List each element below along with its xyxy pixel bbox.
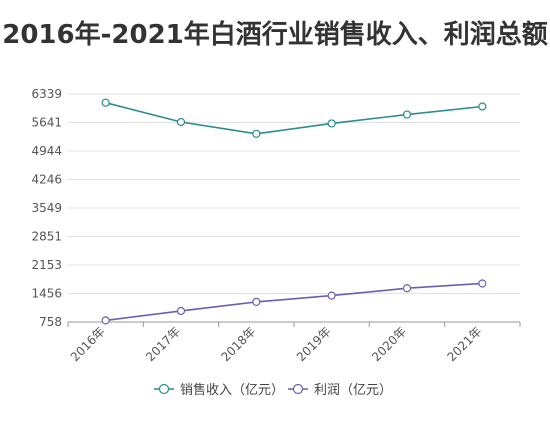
- data-point[interactable]: [402, 284, 412, 293]
- data-point[interactable]: [327, 119, 336, 128]
- x-tick-label: 2021年: [444, 324, 484, 364]
- x-tick-label: 2017年: [143, 324, 183, 364]
- data-point[interactable]: [478, 102, 487, 111]
- data-point[interactable]: [327, 291, 336, 300]
- y-tick-label: 1456: [31, 286, 62, 300]
- y-tick-label: 6339: [31, 87, 62, 101]
- series-line-1: [105, 282, 483, 322]
- chart-title: 2016年-2021年白酒行业销售收入、利润总额: [2, 20, 548, 50]
- legend-label[interactable]: 销售收入（亿元）: [180, 382, 284, 398]
- data-point[interactable]: [252, 297, 261, 307]
- y-tick-label: 2851: [31, 229, 62, 243]
- x-tick-label: 2020年: [369, 324, 409, 364]
- legend-marker[interactable]: [292, 383, 304, 395]
- x-tick-label: 2018年: [218, 324, 258, 364]
- y-tick-label: 3549: [31, 201, 62, 215]
- data-point[interactable]: [478, 279, 487, 288]
- x-tick-label: 2019年: [294, 324, 334, 364]
- legend: 销售收入（亿元） 利润（亿元）: [154, 382, 392, 398]
- x-tick-label: 2016年: [68, 324, 108, 364]
- series-lines: [101, 98, 487, 325]
- y-tick-label: 758: [39, 315, 62, 329]
- data-point[interactable]: [176, 306, 186, 316]
- y-tick-label: 4246: [31, 173, 62, 187]
- y-tick-label: 2153: [31, 258, 62, 272]
- series-line-0: [105, 101, 483, 135]
- data-point[interactable]: [252, 129, 261, 138]
- data-point[interactable]: [101, 316, 110, 325]
- data-point[interactable]: [101, 98, 110, 107]
- y-tick-label: 4944: [31, 144, 62, 158]
- data-point[interactable]: [402, 110, 412, 119]
- y-tick-label: 5641: [31, 116, 62, 130]
- data-point[interactable]: [176, 117, 186, 127]
- legend-label[interactable]: 利润（亿元）: [314, 383, 392, 398]
- legend-marker[interactable]: [158, 383, 170, 395]
